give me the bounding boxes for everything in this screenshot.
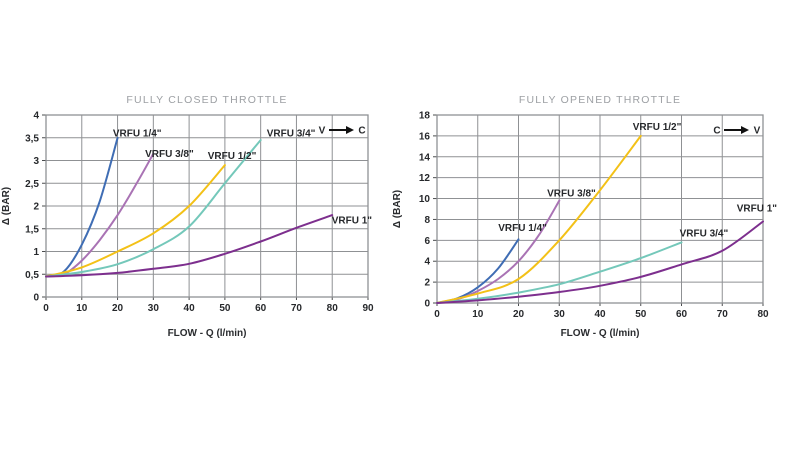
series-label-vrfu-1: VRFU 1" [737,204,778,215]
series-label-vrfu-1-4: VRFU 1/4" [113,128,162,139]
x-tick-label: 50 [219,303,231,314]
x-tick-label: 40 [594,309,606,320]
x-tick-label: 60 [676,309,688,320]
plot-fully-opened: 0 2 4 6 8 10 12 14 16 18 0 10 20 30 40 50 60 70 80 VRFU 1/4… [419,111,778,321]
y-tick-label: 0 [424,299,430,310]
arrow-head-icon [741,126,749,134]
y-axis-label: Δ (BAR) [1,186,12,226]
y-tick-label: 6 [424,236,430,247]
curve-vrfu-1-2 [436,134,642,304]
direction-to-label: C [358,126,365,137]
y-tick-label: 0 [33,293,39,304]
y-tick-label: 1 [33,247,39,258]
x-tick-label: 10 [76,303,88,314]
x-tick-label: 60 [255,303,267,314]
x-tick-label: 70 [291,303,303,314]
plot-border [45,114,369,298]
curve-vrfu-1 [436,220,764,304]
x-tick-label: 80 [327,303,339,314]
y-tick-label: 2 [424,278,430,289]
y-tick-label: 4 [424,257,430,268]
curve-vrfu-3-4 [45,139,262,278]
y-tick-label: 14 [419,152,431,163]
y-tick-label: 12 [419,173,431,184]
curve-vrfu-3-8 [45,152,155,278]
x-tick-label: 20 [513,309,525,320]
series-label-vrfu-3-4: VRFU 3/4" [267,128,316,139]
x-tick-label: 80 [757,309,769,320]
chart-title: FULLY CLOSED THROTTLE [126,94,288,106]
plot-fully-closed: 00,511,522,533,540 10 20 30 40 50 60 70 80 90VRFU… [25,111,374,315]
curve-vrfu-3-4 [436,241,683,304]
gridlines [436,114,764,304]
series-label-vrfu-1-2: VRFU 1/2" [633,122,682,133]
y-tick-label: 10 [419,194,431,205]
y-tick-label: 16 [419,131,431,142]
series-label-vrfu-3-8: VRFU 3/8" [145,149,194,160]
x-tick-label: 40 [184,303,196,314]
x-tick-label: 30 [554,309,566,320]
series-label-vrfu-3-8: VRFU 3/8" [547,188,596,199]
x-tick-label: 0 [434,309,440,320]
arrow-head-icon [346,126,354,134]
chart-fully-closed-throttle: FULLY CLOSED THROTTLE 0 0,5 1 1,5 2 2,5 3 3,5 4 0… [0,88,400,378]
series-label-vrfu-1-2: VRFU 1/2" [208,151,257,162]
x-tick-label: 10 [472,309,484,320]
y-tick-label: 4 [33,111,39,122]
axis-ticks [433,114,764,306]
plot-border [436,114,764,304]
y-axis-label: Δ (BAR) [392,189,403,229]
y-tick-label: 1,5 [25,224,39,235]
chart-fully-opened-throttle: FULLY OPENED THROTTLE 0 2 4 6 8 10 12 14 16 18 0 10… [392,88,800,378]
y-tick-label: 3,5 [25,133,39,144]
tick-labels: 0 2 4 6 8 10 12 14 16 18 0 10 20 30 40 50 60 70 80 [419,111,769,321]
chart-title: FULLY OPENED THROTTLE [518,94,682,106]
x-axis-label: FLOW - Q (l/min) [560,328,640,339]
y-tick-label: 18 [419,111,431,122]
x-tick-label: 50 [635,309,647,320]
series-label-vrfu-3-4: VRFU 3/4" [680,229,729,240]
y-tick-label: 2 [33,202,39,213]
series-label-vrfu-1-4: VRFU 1/4" [498,223,547,234]
direction-to-label: V [754,126,761,137]
x-tick-label: 0 [43,303,49,314]
direction-from-label: V [319,126,326,137]
tick-labels: 00,511,522,533,540 10 20 30 40 50 60 70 80 90 [25,111,374,315]
y-tick-label: 0,5 [25,270,39,281]
curve-vrfu-1 [45,214,334,278]
y-tick-label: 2,5 [25,179,39,190]
x-tick-label: 30 [148,303,160,314]
x-tick-label: 70 [717,309,729,320]
series-label-vrfu-1: VRFU 1" [332,215,373,226]
y-tick-label: 8 [424,215,430,226]
curve-vrfu-1-2 [45,164,226,278]
y-tick-label: 3 [33,156,39,167]
x-tick-label: 20 [112,303,124,314]
x-axis-label: FLOW - Q (l/min) [167,328,247,339]
direction-from-label: C [713,126,720,137]
x-tick-label: 90 [362,303,374,314]
